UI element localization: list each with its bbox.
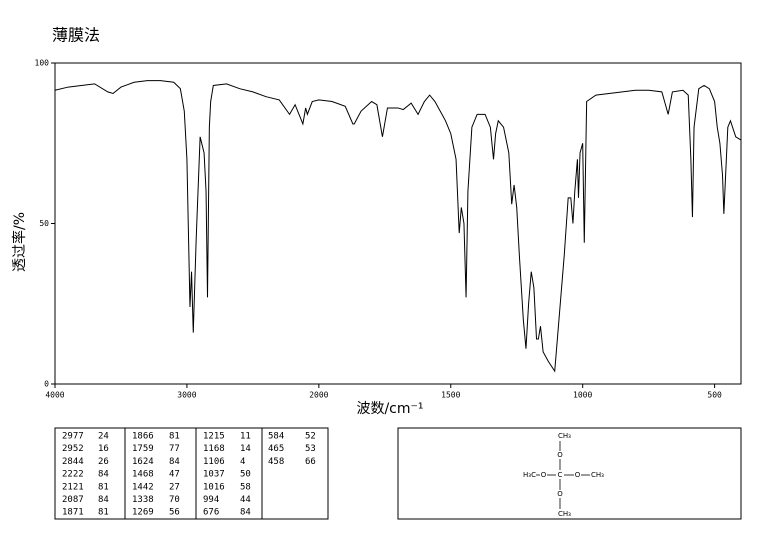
x-tick-label: 4000 xyxy=(45,391,64,400)
peak-wavenumber: 458 xyxy=(268,457,284,467)
peak-transmittance: 52 xyxy=(305,432,316,442)
peak-wavenumber: 994 xyxy=(203,495,219,505)
peak-transmittance: 50 xyxy=(240,470,251,480)
peak-transmittance: 77 xyxy=(169,444,180,454)
peak-wavenumber: 1016 xyxy=(203,482,225,492)
peak-wavenumber: 584 xyxy=(268,432,284,442)
peak-wavenumber: 2222 xyxy=(62,470,84,480)
peak-transmittance: 84 xyxy=(240,508,251,518)
atom-label: CH₃ xyxy=(591,471,604,479)
y-tick-label: 0 xyxy=(44,380,49,389)
peak-wavenumber: 465 xyxy=(268,444,284,454)
peak-wavenumber: 2952 xyxy=(62,444,84,454)
peak-wavenumber: 2087 xyxy=(62,495,84,505)
atom-label: O xyxy=(557,490,563,498)
y-tick-label: 100 xyxy=(35,59,50,68)
x-axis-label: 波数/cm⁻¹ xyxy=(356,401,423,417)
peak-table: 2977 24 2952 16 2844 26 2222 84 2121 81 2087 84 1871… xyxy=(62,432,316,518)
peak-transmittance: 53 xyxy=(305,444,316,454)
peak-transmittance: 14 xyxy=(240,444,251,454)
peak-transmittance: 58 xyxy=(240,482,251,492)
chart-title: 薄膜法 xyxy=(52,26,100,45)
y-tick-label: 50 xyxy=(39,219,49,228)
peak-transmittance: 16 xyxy=(98,444,109,454)
peak-transmittance: 56 xyxy=(169,508,180,518)
peak-wavenumber: 1468 xyxy=(132,470,154,480)
x-tick-label: 1500 xyxy=(441,391,460,400)
atom-label: C xyxy=(558,471,563,479)
spectrum-line xyxy=(54,80,742,373)
peak-wavenumber: 1442 xyxy=(132,482,154,492)
y-axis-label: 透过率/% xyxy=(11,212,28,272)
peak-transmittance: 27 xyxy=(169,482,180,492)
structure-frame xyxy=(397,427,742,520)
peak-transmittance: 84 xyxy=(169,457,180,467)
peak-table-frame xyxy=(54,427,329,520)
peak-wavenumber: 2844 xyxy=(62,457,84,467)
peak-transmittance: 81 xyxy=(169,432,180,442)
peak-wavenumber: 1106 xyxy=(203,457,225,467)
peak-transmittance: 11 xyxy=(240,432,251,442)
peak-transmittance: 84 xyxy=(98,470,109,480)
x-tick-label: 3000 xyxy=(177,391,196,400)
peak-wavenumber: 676 xyxy=(203,508,219,518)
peak-wavenumber: 1269 xyxy=(132,508,154,518)
peak-transmittance: 44 xyxy=(240,495,251,505)
peak-wavenumber: 1759 xyxy=(132,444,154,454)
peak-wavenumber: 2121 xyxy=(62,482,84,492)
peak-transmittance: 81 xyxy=(98,508,109,518)
atom-label: CH₃ xyxy=(558,432,571,440)
x-tick-label: 500 xyxy=(707,391,722,400)
peak-wavenumber: 1871 xyxy=(62,508,84,518)
atom-label: H₃C xyxy=(523,471,536,479)
plot-frame xyxy=(54,62,742,385)
peak-transmittance: 4 xyxy=(240,457,245,467)
peak-wavenumber: 2977 xyxy=(62,432,84,442)
x-tick-label: 1000 xyxy=(573,391,592,400)
peak-transmittance: 84 xyxy=(98,495,109,505)
peak-transmittance: 70 xyxy=(169,495,180,505)
atom-label: CH₃ xyxy=(558,510,571,518)
peak-wavenumber: 1037 xyxy=(203,470,225,480)
peak-wavenumber: 1168 xyxy=(203,444,225,454)
peak-transmittance: 24 xyxy=(98,432,109,442)
x-tick-label: 2000 xyxy=(309,391,328,400)
peak-wavenumber: 1215 xyxy=(203,432,225,442)
peak-transmittance: 47 xyxy=(169,470,180,480)
peak-transmittance: 66 xyxy=(305,457,316,467)
peak-wavenumber: 1624 xyxy=(132,457,154,467)
structure xyxy=(536,441,590,509)
atom-label: O xyxy=(575,471,581,479)
peak-wavenumber: 1338 xyxy=(132,495,154,505)
peak-transmittance: 81 xyxy=(98,482,109,492)
peak-transmittance: 26 xyxy=(98,457,109,467)
peak-wavenumber: 1866 xyxy=(132,432,154,442)
atom-label: O xyxy=(557,451,563,459)
atom-label: O xyxy=(541,471,547,479)
